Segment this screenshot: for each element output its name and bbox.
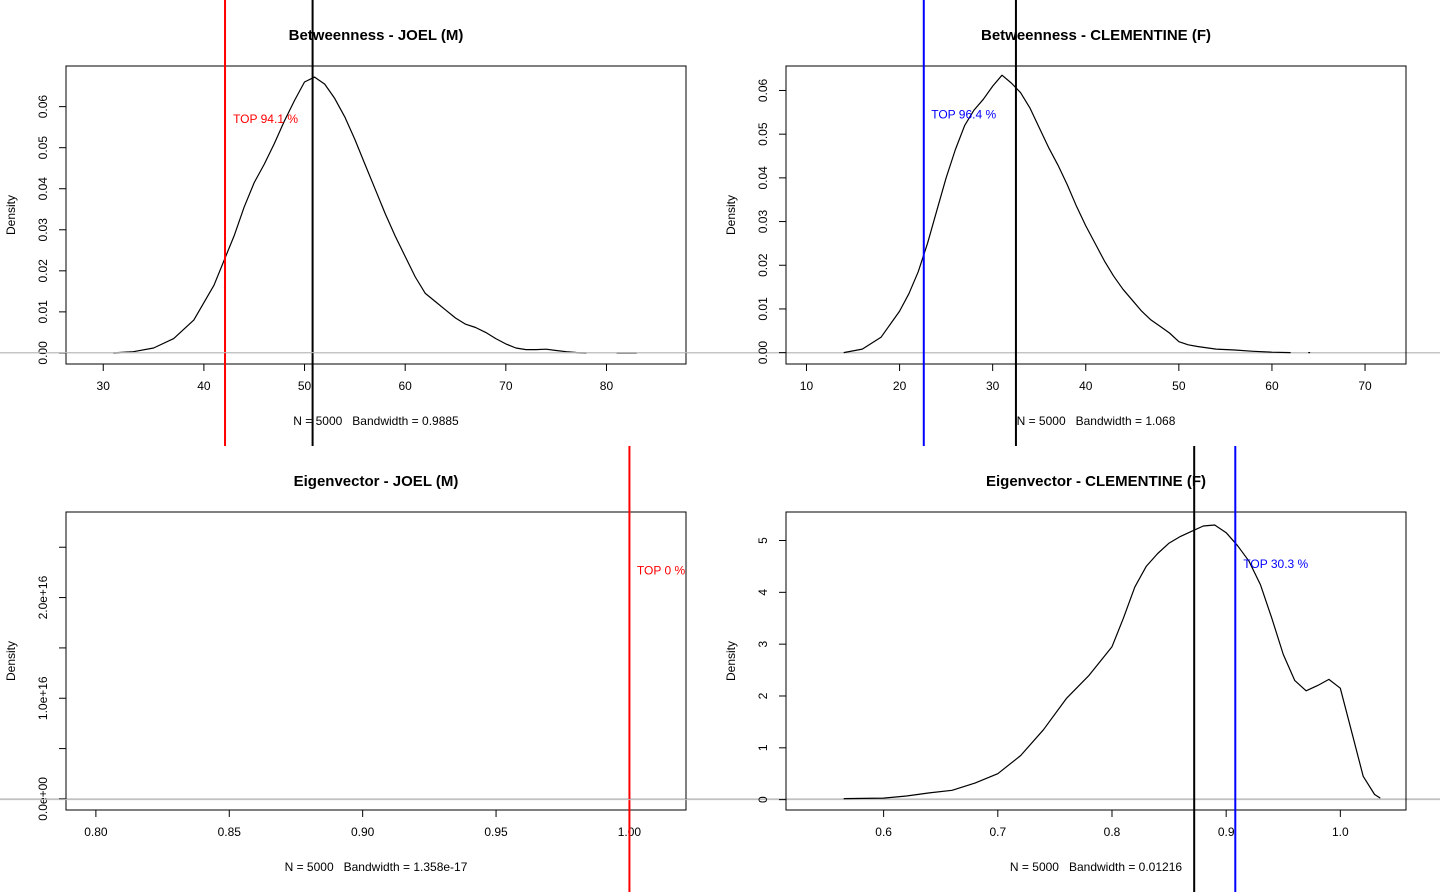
y-tick-label: 5 [756, 537, 770, 544]
y-tick-label: 0.0e+00 [36, 777, 50, 821]
y-tick-label: 2 [756, 692, 770, 699]
chart-panel-1: Betweenness - JOEL (M) 30 40 50 60 70 80 N = 50… [0, 0, 1440, 446]
x-tick-label: 40 [1079, 379, 1093, 393]
plot-frame [65, 65, 687, 365]
y-tick-label: 0.03 [36, 218, 50, 242]
y-tick-label: 0 [756, 796, 770, 803]
y-tick-label: 2.0e+16 [36, 575, 50, 619]
x-axis-label: N = 5000 Bandwidth = 0.9885 [293, 414, 459, 428]
x-tick-label: 0.7 [989, 825, 1006, 839]
y-axis-label: Density [4, 195, 18, 235]
chart-title: Betweenness - CLEMENTINE (F) [981, 27, 1211, 44]
x-tick-label: 0.9 [1218, 825, 1235, 839]
x-axis-label: N = 5000 Bandwidth = 1.358e-17 [285, 860, 468, 874]
x-axis-label: N = 5000 Bandwidth = 1.068 [1017, 414, 1176, 428]
y-tick-label: 0.05 [756, 122, 770, 146]
plot-frame [785, 65, 1407, 365]
x-tick-label: 30 [97, 379, 111, 393]
x-tick-label: 50 [1172, 379, 1186, 393]
x-tick-label: 0.6 [875, 825, 892, 839]
x-tick-label: 0.90 [351, 825, 375, 839]
x-tick-label: 10 [800, 379, 814, 393]
y-tick-label: 0.04 [36, 177, 50, 201]
x-tick-label: 30 [986, 379, 1000, 393]
y-tick-label: 0.02 [36, 259, 50, 283]
x-tick-label: 1.0 [1332, 825, 1349, 839]
x-tick-label: 70 [1358, 379, 1372, 393]
y-tick-label: 0.05 [36, 136, 50, 160]
density-curve [843, 74, 1291, 354]
y-tick-label: 0.02 [756, 253, 770, 277]
y-tick-label: 0.06 [756, 78, 770, 102]
chart-title: Betweenness - JOEL (M) [289, 27, 464, 44]
y-tick-label: 1.0e+16 [36, 676, 50, 720]
y-tick-label: 0.03 [756, 210, 770, 234]
chart-panel-4: Eigenvector - CLEMENTINE (F) 0.6 0.7 0.8 0.9… [0, 446, 1440, 892]
y-axis-label: Density [724, 641, 738, 681]
x-tick-label: 60 [399, 379, 413, 393]
x-tick-label: 80 [600, 379, 614, 393]
top-percent-annotation: TOP 0 % [637, 563, 686, 577]
x-tick-label: 40 [197, 379, 211, 393]
y-tick-label: 0.06 [36, 95, 50, 119]
y-axis-label: Density [4, 641, 18, 681]
y-tick-label: 3 [756, 641, 770, 648]
density-curve [113, 76, 587, 354]
y-tick-label: 1 [756, 744, 770, 751]
plot-frame [785, 511, 1407, 811]
x-tick-label: 50 [298, 379, 312, 393]
y-tick-label: 0.04 [756, 166, 770, 190]
chart-title: Eigenvector - JOEL (M) [294, 473, 459, 490]
y-tick-label: 0.00 [756, 341, 770, 365]
plot-frame [65, 511, 687, 811]
y-tick-label: 4 [756, 589, 770, 596]
y-tick-label: 0.01 [36, 300, 50, 324]
chart-panel-3: Eigenvector - JOEL (M)0.800.850.900.951.… [0, 446, 1440, 892]
x-axis-label: N = 5000 Bandwidth = 0.01216 [1010, 860, 1182, 874]
x-tick-label: 20 [893, 379, 907, 393]
x-tick-label: 70 [499, 379, 513, 393]
x-tick-label: 0.85 [218, 825, 242, 839]
y-tick-label: 0.01 [756, 297, 770, 321]
density-curve [843, 524, 1381, 800]
y-axis-label: Density [724, 195, 738, 235]
x-tick-label: 0.8 [1104, 825, 1121, 839]
top-percent-annotation: TOP 94.1 % [233, 112, 298, 126]
chart-title: Eigenvector - CLEMENTINE (F) [986, 473, 1206, 490]
chart-panel-2: Betweenness - CLEMENTINE (F) 10 20 30 40 50 60… [0, 0, 1440, 446]
x-tick-label: 0.80 [84, 825, 108, 839]
x-tick-label: 0.95 [484, 825, 508, 839]
top-percent-annotation: TOP 96.4 % [931, 108, 996, 122]
x-tick-label: 60 [1265, 379, 1279, 393]
top-percent-annotation: TOP 30.3 % [1243, 557, 1308, 571]
